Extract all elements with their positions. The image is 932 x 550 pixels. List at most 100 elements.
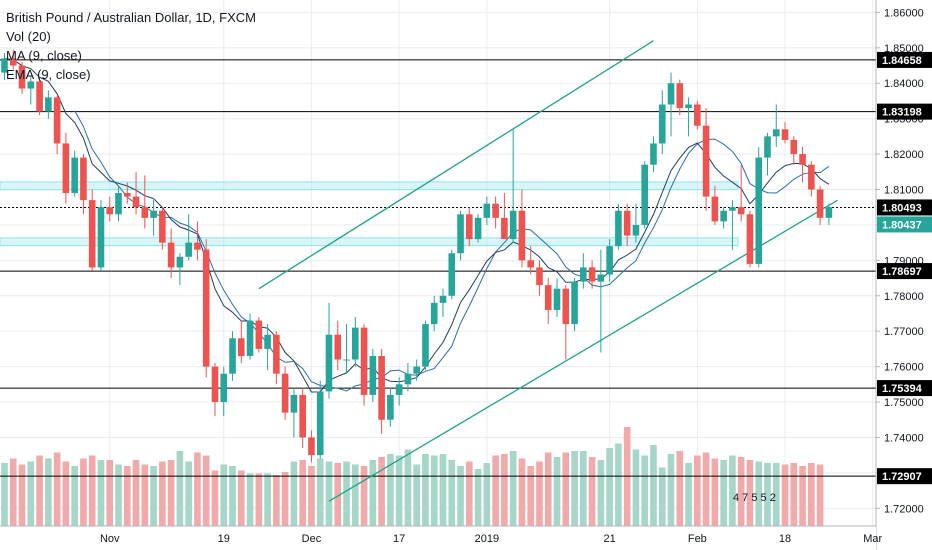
volume-bar [641, 455, 649, 526]
candle [588, 260, 596, 289]
candle-body [422, 324, 429, 367]
volume-bar [159, 461, 166, 526]
volume-bar [720, 460, 727, 526]
candle-body [316, 391, 324, 456]
candle-body [808, 164, 815, 190]
volume-bar [474, 469, 482, 526]
volume-bar [764, 463, 771, 526]
price-line-label-bg [877, 468, 932, 485]
candle [325, 302, 333, 399]
candle-body [667, 83, 675, 105]
candle [544, 278, 552, 325]
volume-bar [334, 463, 342, 526]
candle-body [685, 104, 692, 109]
price-tick-label: 1.72000 [884, 503, 924, 515]
price-tick-label: 1.86000 [884, 7, 924, 19]
candle-body [729, 207, 736, 211]
volume-bar [755, 461, 763, 526]
volume-bar [448, 460, 456, 526]
indicator-volume[interactable]: Vol (20) [6, 29, 51, 44]
candle-body [167, 242, 175, 268]
candle [378, 348, 385, 434]
price-tick-label: 1.75000 [884, 397, 924, 409]
candle-body [229, 338, 236, 374]
candle [290, 387, 298, 438]
candle [115, 185, 122, 222]
volume-bar [27, 461, 35, 526]
candle-body [352, 327, 359, 360]
candle [501, 193, 508, 240]
candle [369, 348, 377, 403]
candle-body [360, 327, 368, 395]
candle-body [290, 394, 298, 413]
volume-bar [606, 448, 613, 526]
volume-bar [632, 449, 640, 526]
candle-body [71, 157, 78, 194]
candle [404, 363, 412, 392]
volume-bar [115, 464, 122, 526]
candle-body [658, 104, 666, 144]
candle-body [632, 224, 640, 236]
candle [606, 239, 613, 282]
candle-body [246, 320, 254, 356]
candle-body [466, 214, 473, 240]
volume-bar [88, 455, 96, 526]
candle [667, 72, 675, 137]
candle-body [123, 193, 131, 197]
candle-body [720, 210, 727, 222]
price-line-label: 1.72907 [882, 471, 922, 483]
candle-body [799, 154, 806, 165]
volume-bar [237, 470, 245, 526]
volume-bar [439, 454, 447, 526]
candle [176, 253, 184, 286]
volume-bar [167, 460, 175, 526]
candle-body [694, 104, 701, 126]
candle [62, 132, 70, 204]
candle [27, 76, 35, 105]
candle [816, 185, 824, 225]
candle-body [711, 196, 719, 222]
candle [825, 203, 833, 225]
volume-bar [571, 451, 578, 526]
volume-bar [799, 466, 806, 526]
volume-bar [62, 461, 70, 526]
volume-bar [413, 464, 420, 526]
indicator-ema[interactable]: EMA (9, close) [6, 67, 91, 82]
candle [676, 79, 684, 116]
volume-bar [325, 461, 333, 526]
volume-bar [772, 463, 780, 526]
candle [720, 207, 727, 229]
candle-body [141, 207, 149, 218]
candle [483, 196, 491, 225]
candle [106, 196, 114, 222]
candle [281, 366, 289, 420]
volume-bar [343, 461, 350, 526]
volume-bar [430, 455, 438, 526]
candle [299, 387, 306, 449]
symbol-title[interactable]: British Pound / Australian Dollar, 1D, F… [6, 10, 256, 25]
candle-body [255, 320, 263, 349]
candle [45, 90, 52, 119]
time-tick-label: Dec [302, 533, 322, 545]
candle [597, 249, 605, 353]
event-markers: 4 7 5 5 2 [733, 492, 776, 504]
price-tick-label: 1.81000 [884, 185, 924, 197]
candle [273, 331, 280, 385]
candle-body [378, 355, 385, 420]
volume-bar [729, 455, 736, 526]
volume-bar [246, 473, 254, 526]
candle [746, 210, 754, 268]
candle [413, 359, 420, 381]
volume-bar [378, 457, 385, 526]
candle-body [825, 207, 833, 218]
indicator-ma[interactable]: MA (9, close) [6, 48, 82, 63]
candle [9, 49, 17, 70]
price-axis[interactable]: 1.860001.850001.840001.830001.820001.810… [875, 0, 932, 550]
candle [123, 182, 131, 204]
time-axis-bg [0, 526, 876, 550]
candle-body [501, 217, 508, 240]
price-line-label: 1.83198 [882, 107, 922, 119]
time-axis[interactable]: Nov 19 Dec 17 2019 21 Feb 18 Mar [0, 525, 883, 550]
candle-body [448, 253, 456, 296]
